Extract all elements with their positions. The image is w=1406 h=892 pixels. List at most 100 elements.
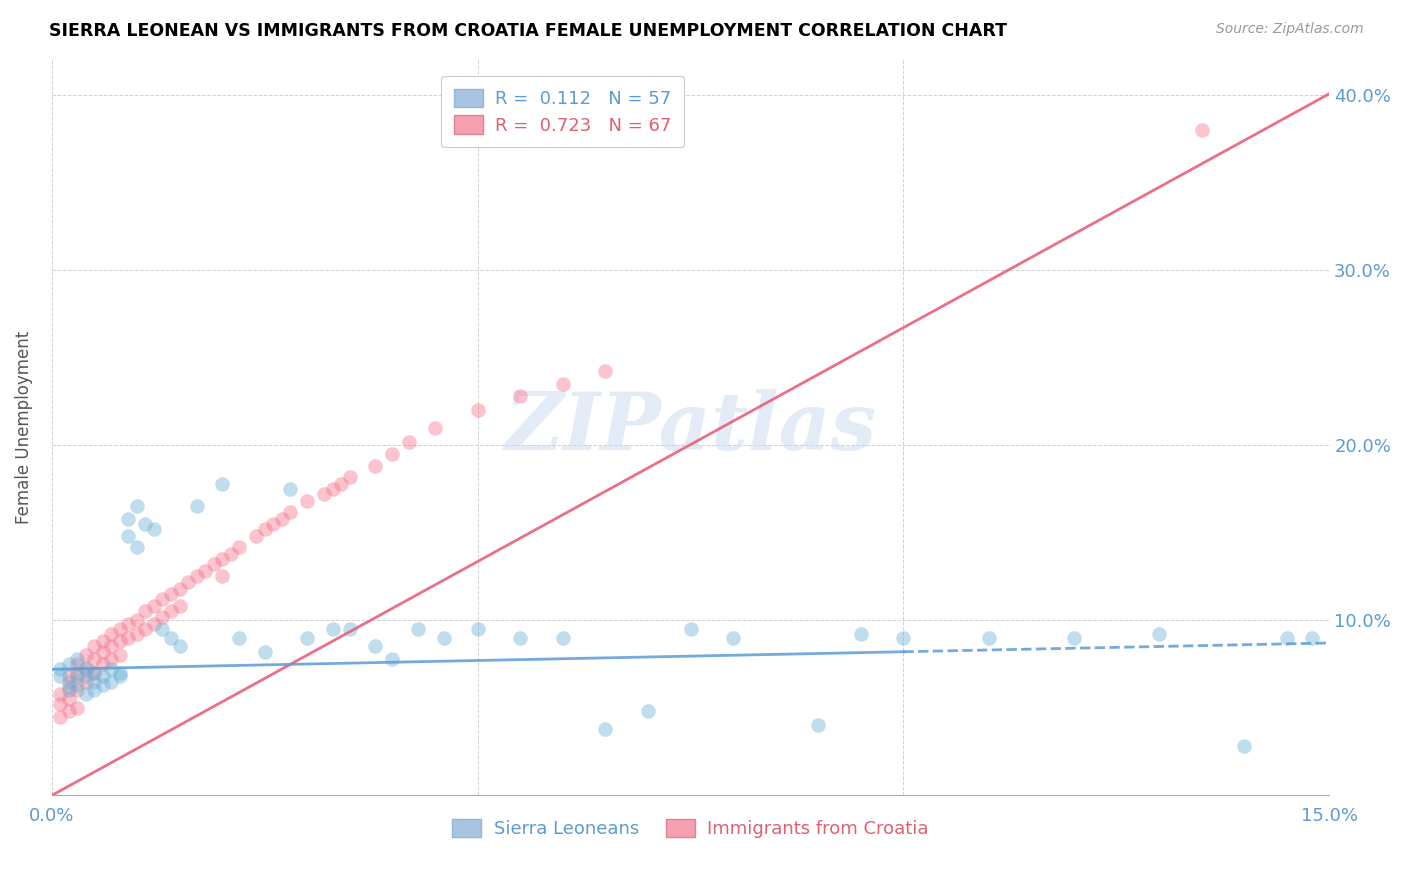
Point [83,652,105,666]
Point [100,640,122,654]
Text: Source: ZipAtlas.com: Source: ZipAtlas.com [1216,22,1364,37]
Point [152,609,174,624]
Point [364,458,387,473]
Point [551,631,574,645]
Point [1147,627,1170,641]
Point [108,622,131,636]
Point [142,522,165,536]
Point [228,631,250,645]
Point [330,476,353,491]
Point [58,692,80,706]
Legend: Sierra Leoneans, Immigrants from Croatia: Sierra Leoneans, Immigrants from Croatia [444,812,936,846]
Point [134,622,156,636]
Point [75,674,97,689]
Point [58,669,80,683]
Point [406,622,429,636]
Point [160,587,183,601]
Point [58,680,80,694]
Point [253,645,276,659]
Point [66,678,89,692]
Point [75,662,97,676]
Point [637,704,659,718]
Point [1191,122,1213,136]
Point [91,645,114,659]
Point [91,634,114,648]
Point [423,420,446,434]
Point [297,631,319,645]
Point [186,500,208,514]
Point [595,364,617,378]
Point [364,640,387,654]
Point [262,516,284,531]
Point [211,569,233,583]
Point [339,469,361,483]
Point [228,540,250,554]
Point [83,683,105,698]
Point [211,552,233,566]
Point [75,669,97,683]
Point [49,709,72,723]
Point [807,718,830,732]
Point [66,665,89,680]
Point [58,657,80,671]
Point [91,678,114,692]
Point [75,687,97,701]
Point [83,674,105,689]
Point [1301,631,1323,645]
Point [108,648,131,663]
Point [117,511,139,525]
Point [398,434,420,449]
Point [253,522,276,536]
Point [58,683,80,698]
Point [270,511,292,525]
Point [339,622,361,636]
Point [108,665,131,680]
Point [278,505,301,519]
Point [314,487,336,501]
Point [91,669,114,683]
Point [125,627,148,641]
Point [91,657,114,671]
Point [381,652,404,666]
Point [849,627,872,641]
Point [721,631,744,645]
Point [75,660,97,674]
Point [194,564,217,578]
Point [66,669,89,683]
Point [49,669,72,683]
Point [83,640,105,654]
Point [1063,631,1085,645]
Y-axis label: Female Unemployment: Female Unemployment [15,331,32,524]
Point [66,683,89,698]
Point [83,665,105,680]
Point [125,613,148,627]
Point [58,674,80,689]
Point [75,648,97,663]
Point [134,516,156,531]
Point [322,622,344,636]
Point [100,652,122,666]
Point [100,674,122,689]
Point [1275,631,1298,645]
Point [134,604,156,618]
Point [49,662,72,676]
Point [551,376,574,391]
Point [125,540,148,554]
Point [186,569,208,583]
Point [169,582,191,596]
Point [66,657,89,671]
Point [152,592,174,607]
Point [66,652,89,666]
Point [49,698,72,712]
Point [467,622,489,636]
Point [152,622,174,636]
Text: ZIPatlas: ZIPatlas [505,389,876,467]
Point [49,687,72,701]
Point [432,631,454,645]
Point [509,389,531,403]
Point [108,669,131,683]
Text: SIERRA LEONEAN VS IMMIGRANTS FROM CROATIA FEMALE UNEMPLOYMENT CORRELATION CHART: SIERRA LEONEAN VS IMMIGRANTS FROM CROATI… [49,22,1007,40]
Point [83,665,105,680]
Point [117,616,139,631]
Point [211,476,233,491]
